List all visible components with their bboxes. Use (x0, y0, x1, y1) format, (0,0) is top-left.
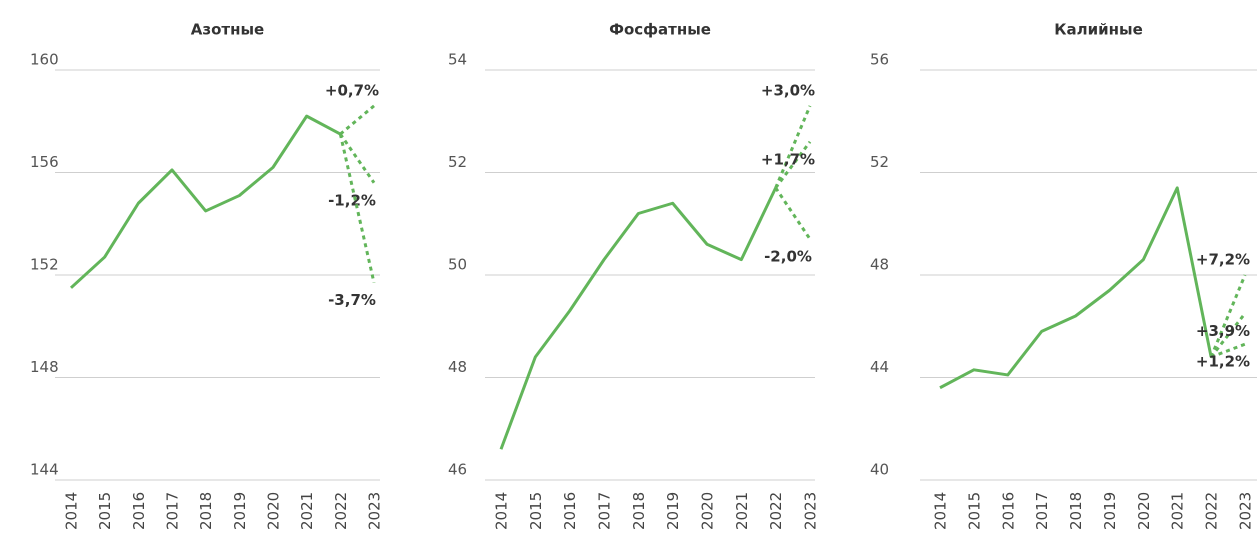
y-tick-label: 50 (448, 256, 467, 274)
forecast-label: +1,7% (761, 150, 815, 168)
forecast-line (339, 133, 376, 184)
x-tick-label: 2016 (130, 492, 148, 530)
forecast-label: -1,2% (328, 191, 376, 209)
forecast-label: -2,0% (764, 248, 812, 266)
x-tick-label: 2015 (527, 492, 545, 530)
x-tick-label: 2019 (231, 492, 249, 530)
forecast-line (339, 104, 375, 136)
forecast-label: +3,9% (1196, 322, 1250, 340)
forecast-label: +3,0% (761, 81, 815, 99)
y-tick-label: 144 (30, 461, 59, 479)
x-tick-label: 2020 (265, 492, 283, 530)
forecast-label: +0,7% (325, 81, 379, 99)
forecast-label: -3,7% (328, 291, 376, 309)
forecast-label: +1,2% (1196, 353, 1250, 371)
y-tick-label: 148 (30, 358, 59, 376)
y-tick-label: 156 (30, 153, 59, 171)
x-tick-label: 2018 (630, 492, 648, 530)
y-tick-label: 48 (870, 256, 889, 274)
x-tick-label: 2020 (699, 492, 717, 530)
x-tick-label: 2021 (733, 492, 751, 530)
x-tick-label: 2021 (1169, 492, 1187, 530)
y-tick-label: 152 (30, 256, 59, 274)
x-tick-label: 2014 (932, 492, 950, 530)
line (499, 187, 778, 450)
y-tick-label: 56 (870, 51, 889, 69)
y-tick-label: 54 (448, 51, 467, 69)
x-tick-label: 2022 (332, 492, 350, 530)
x-tick-label: 2023 (802, 492, 820, 530)
forecast-line (1210, 342, 1246, 359)
x-tick-label: 2018 (1067, 492, 1085, 530)
y-tick-label: 46 (448, 461, 467, 479)
y-tick-label: 52 (448, 153, 467, 171)
x-tick-label: 2023 (1237, 492, 1255, 530)
x-tick-label: 2017 (164, 492, 182, 530)
x-tick-label: 2023 (366, 492, 384, 530)
forecast-line (1209, 274, 1247, 358)
y-tick-label: 44 (870, 358, 889, 376)
chart-title: Азотные (191, 21, 264, 39)
forecast-line (774, 140, 812, 189)
y-tick-label: 52 (870, 153, 889, 171)
y-tick-label: 48 (448, 358, 467, 376)
x-tick-label: 2019 (664, 492, 682, 530)
x-tick-label: 2022 (767, 492, 785, 530)
forecast-line (774, 187, 812, 240)
y-tick-label: 40 (870, 461, 889, 479)
y-tick-label: 160 (30, 51, 59, 69)
x-tick-label: 2020 (1135, 492, 1153, 530)
forecast-line (1209, 312, 1247, 358)
x-tick-label: 2016 (999, 492, 1017, 530)
x-tick-label: 2017 (596, 492, 614, 530)
x-tick-label: 2017 (1033, 492, 1051, 530)
line (939, 186, 1213, 390)
x-tick-label: 2015 (965, 492, 983, 530)
x-tick-label: 2018 (197, 492, 215, 530)
forecast-line (338, 133, 376, 284)
x-tick-label: 2014 (63, 492, 81, 530)
x-tick-label: 2019 (1101, 492, 1119, 530)
forecast-line (774, 105, 812, 189)
x-tick-label: 2021 (298, 492, 316, 530)
chart-title: Калийные (1054, 21, 1143, 39)
x-tick-label: 2022 (1203, 492, 1221, 530)
x-tick-label: 2014 (493, 492, 511, 530)
x-tick-label: 2016 (561, 492, 579, 530)
forecast-label: +7,2% (1196, 251, 1250, 269)
line (69, 114, 342, 289)
x-tick-label: 2015 (96, 492, 114, 530)
chart-title: Фосфатные (609, 21, 711, 39)
